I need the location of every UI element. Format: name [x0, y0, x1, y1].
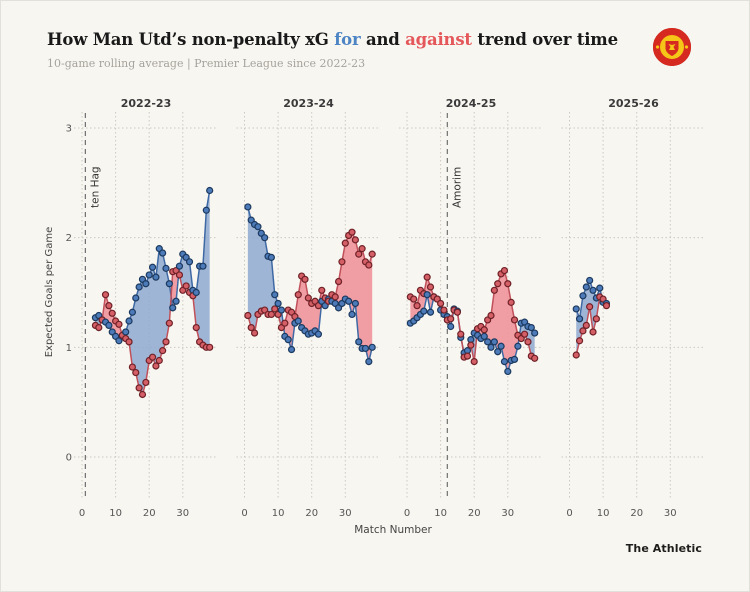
svg-text:2022-23: 2022-23 [121, 97, 172, 110]
svg-text:20: 20 [630, 508, 643, 519]
title-suffix: trend over time [471, 30, 618, 49]
chart-subtitle: 10-game rolling average | Premier League… [47, 57, 366, 70]
svg-text:0: 0 [66, 453, 72, 464]
title-against-word: against [405, 30, 472, 49]
svg-text:Expected Goals per Game: Expected Goals per Game [44, 227, 55, 358]
svg-text:0: 0 [566, 508, 572, 519]
svg-text:10: 10 [434, 508, 447, 519]
svg-text:30: 30 [501, 508, 514, 519]
svg-text:10: 10 [109, 508, 122, 519]
svg-text:0: 0 [404, 508, 410, 519]
man-utd-crest-logo [653, 28, 691, 66]
svg-text:2025-26: 2025-26 [608, 97, 659, 110]
title-prefix: How Man Utd’s non-penalty xG [47, 30, 335, 49]
svg-text:2: 2 [66, 233, 72, 244]
svg-text:ten Hag: ten Hag [89, 166, 101, 208]
title-mid: and [360, 30, 406, 49]
svg-text:2023-24: 2023-24 [283, 97, 334, 110]
svg-text:30: 30 [664, 508, 677, 519]
chart-header: How Man Utd’s non-penalty xG for and aga… [0, 0, 750, 95]
svg-text:0: 0 [79, 508, 85, 519]
svg-text:20: 20 [468, 508, 481, 519]
svg-text:10: 10 [272, 508, 285, 519]
title-for-word: for [334, 30, 361, 49]
svg-text:20: 20 [143, 508, 156, 519]
svg-text:3: 3 [66, 124, 72, 135]
svg-text:30: 30 [176, 508, 189, 519]
svg-text:Match Number: Match Number [354, 524, 432, 536]
svg-text:20: 20 [305, 508, 318, 519]
svg-text:10: 10 [597, 508, 610, 519]
svg-text:30: 30 [339, 508, 352, 519]
chart-title: How Man Utd’s non-penalty xG for and aga… [47, 30, 618, 49]
svg-text:1: 1 [66, 343, 72, 354]
svg-text:Amorim: Amorim [451, 167, 463, 208]
svg-text:0: 0 [241, 508, 247, 519]
svg-text:2024-25: 2024-25 [446, 97, 497, 110]
athletic-credit: The Athletic [625, 542, 702, 555]
